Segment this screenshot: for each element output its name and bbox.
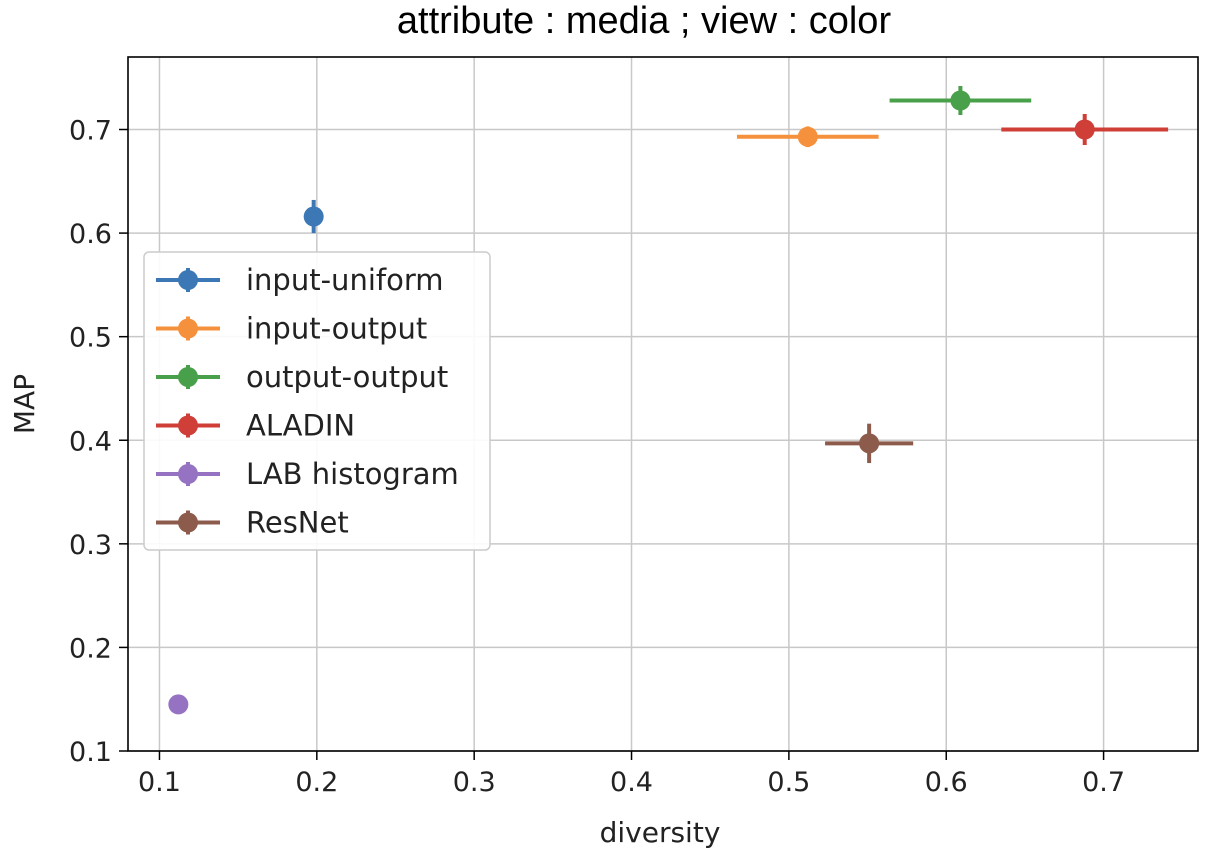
- x-tick-label: 0.6: [925, 767, 968, 798]
- x-tick-label: 0.5: [767, 767, 810, 798]
- x-tick-label: 0.2: [295, 767, 338, 798]
- legend-label: input-output: [246, 312, 427, 346]
- y-tick-label: 0.2: [69, 633, 112, 664]
- legend-marker: [178, 464, 198, 484]
- x-tick-label: 0.7: [1082, 767, 1125, 798]
- y-tick-label: 0.3: [69, 530, 112, 561]
- series-input-output: [736, 126, 879, 148]
- legend-label: ALADIN: [246, 409, 355, 443]
- series-resnet: [825, 423, 914, 464]
- series-output-output: [889, 86, 1032, 116]
- series-aladin: [1001, 113, 1169, 146]
- legend: input-uniform input-output output-output AL…: [143, 251, 491, 551]
- x-tick-label: 0.3: [453, 767, 496, 798]
- legend-label: LAB histogram: [246, 457, 459, 491]
- legend-marker: [178, 367, 198, 387]
- legend-label: ResNet: [246, 506, 349, 540]
- legend-box: [143, 251, 491, 551]
- series-lab-histogram: [168, 694, 189, 715]
- data-point: [1074, 119, 1095, 140]
- series-input-uniform: [303, 199, 324, 234]
- y-tick-label: 0.7: [69, 116, 112, 147]
- data-point: [859, 433, 880, 454]
- axis-ticks: 0.1 0.2 0.3 0.4 0.5 0.6 0.7 0.1 0.2 0.3 0.4 0.5 0.6 0…: [69, 116, 1125, 798]
- x-tick-label: 0.4: [610, 767, 653, 798]
- legend-marker: [178, 415, 198, 436]
- y-axis-label: MAP: [8, 374, 41, 434]
- chart-title: attribute : media ; view : color: [397, 0, 892, 42]
- data-points: [168, 86, 1169, 715]
- legend-marker: [178, 270, 198, 290]
- y-tick-label: 0.1: [69, 737, 112, 768]
- data-point: [303, 206, 324, 227]
- data-point: [950, 90, 971, 111]
- y-tick-label: 0.6: [69, 219, 112, 250]
- plot-frame: [127, 56, 1199, 752]
- legend-marker: [178, 512, 198, 533]
- y-tick-label: 0.5: [69, 323, 112, 354]
- y-tick-label: 0.4: [69, 426, 112, 457]
- data-point: [168, 694, 189, 715]
- legend-label: input-uniform: [246, 263, 444, 297]
- legend-marker: [178, 318, 198, 339]
- x-tick-label: 0.1: [138, 767, 181, 798]
- data-point: [797, 126, 818, 147]
- x-axis-label: diversity: [600, 816, 721, 849]
- legend-label: output-output: [246, 360, 448, 394]
